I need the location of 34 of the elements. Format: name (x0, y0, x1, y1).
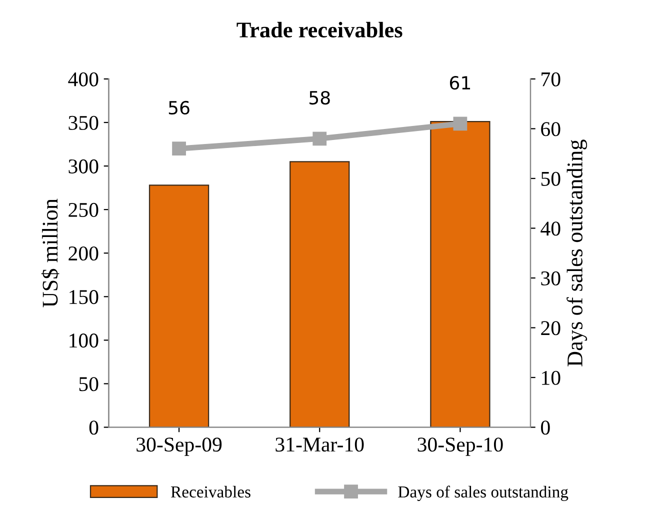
chart-title: Trade receivables (236, 22, 402, 38)
y2-tick-label: 0 (541, 420, 550, 435)
y-tick-label: 400 (68, 72, 98, 86)
y-tick-label: 350 (68, 116, 98, 130)
point (172, 142, 186, 156)
y2-tick-label: 30 (541, 271, 560, 286)
y-tick-label: 300 (68, 159, 98, 174)
x-tick-label: 30-Sep-10 (418, 438, 503, 456)
bar (290, 161, 350, 428)
y-tick-label: 150 (70, 290, 98, 304)
y2-tick-label: 50 (541, 172, 560, 186)
y2-tick-label: 10 (542, 370, 560, 385)
x-tick-label: 30-Sep-09 (136, 438, 222, 456)
data-label: 58 (310, 90, 330, 105)
y2-tick-label: 70 (542, 72, 560, 86)
legend-label: Days of sales outstanding (398, 486, 568, 501)
y2-tick-label: 20 (541, 321, 560, 336)
data-label: 61 (450, 76, 470, 90)
y2-axis-title: Days of sales outstanding (566, 140, 588, 366)
y-tick-label: 50 (79, 377, 98, 392)
y-tick-label: 100 (70, 334, 98, 348)
data-label: 56 (168, 100, 190, 115)
y-axis-title: US$ million (41, 198, 60, 308)
x-tick-label: 31-Mar-10 (276, 438, 364, 452)
point (453, 116, 468, 131)
bar (430, 121, 490, 428)
y2-tick-label: 40 (540, 222, 560, 236)
y-tick-label: 250 (68, 202, 98, 217)
y-tick-label: 200 (68, 246, 98, 261)
point (312, 132, 327, 146)
bar (148, 184, 210, 428)
legend-label: Receivables (170, 486, 250, 498)
y2-tick-label: 60 (541, 122, 560, 136)
y-tick-label: 0 (89, 420, 98, 435)
